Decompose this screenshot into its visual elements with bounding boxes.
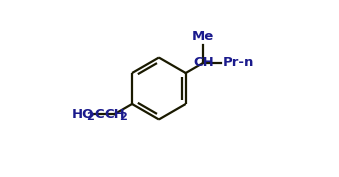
- Text: 2: 2: [119, 112, 127, 122]
- Text: CH: CH: [193, 56, 214, 69]
- Text: HO: HO: [72, 108, 94, 121]
- Text: 2: 2: [86, 112, 94, 122]
- Text: Me: Me: [192, 30, 215, 43]
- Text: Pr-n: Pr-n: [222, 56, 254, 69]
- Text: C: C: [94, 108, 104, 121]
- Text: CH: CH: [104, 108, 125, 121]
